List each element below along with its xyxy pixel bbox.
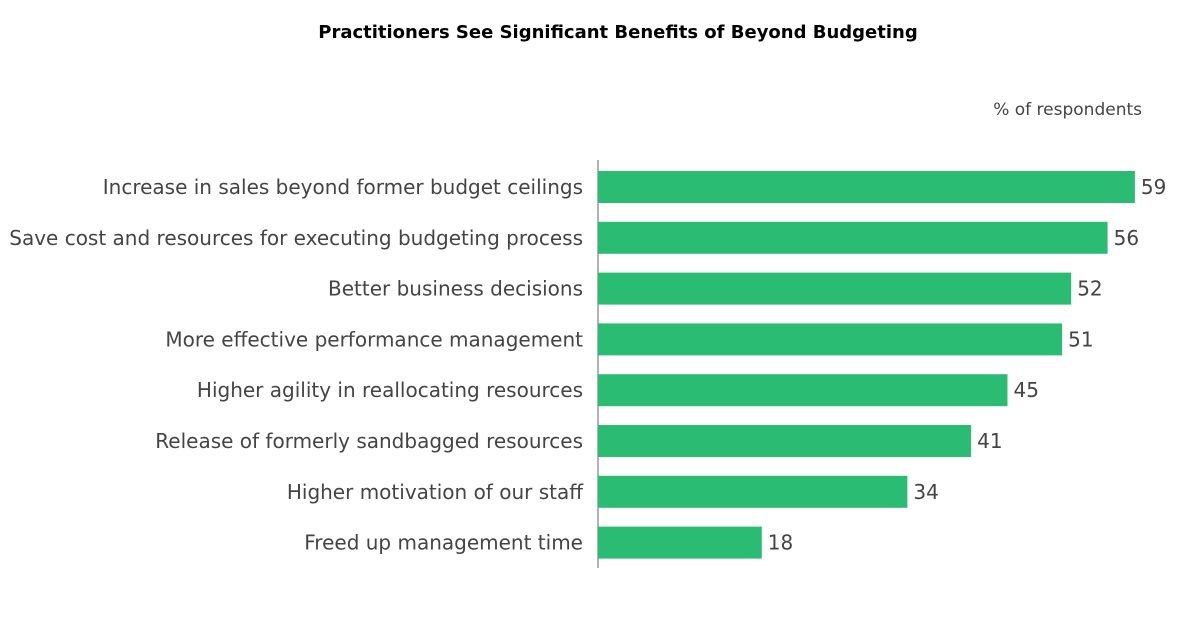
- data-label: 18: [768, 531, 793, 555]
- category-label: Release of formerly sandbagged resources: [155, 429, 583, 453]
- category-label: Save cost and resources for executing bu…: [9, 226, 583, 250]
- data-label: 51: [1068, 327, 1093, 351]
- bar: [598, 272, 1072, 305]
- data-label: 56: [1114, 226, 1139, 250]
- data-label: 41: [977, 429, 1002, 453]
- data-label: 59: [1141, 175, 1166, 199]
- category-label: Higher motivation of our staff: [287, 480, 584, 504]
- unit-label: % of respondents: [993, 100, 1142, 120]
- category-label: More effective performance management: [165, 327, 583, 351]
- category-label: Better business decisions: [328, 277, 583, 301]
- category-label: Increase in sales beyond former budget c…: [103, 175, 583, 199]
- bar: [598, 171, 1135, 203]
- bar: [598, 221, 1108, 254]
- bar: [598, 475, 908, 508]
- category-label: Higher agility in reallocating resources: [197, 378, 583, 402]
- category-label: Freed up management time: [304, 531, 583, 555]
- data-label: 52: [1077, 277, 1102, 301]
- bar: [598, 374, 1008, 407]
- bar: [598, 425, 972, 457]
- bar: [598, 323, 1063, 356]
- bar: [598, 526, 762, 559]
- data-label: 34: [913, 480, 938, 504]
- chart-title: Practitioners See Significant Benefits o…: [318, 22, 918, 43]
- data-label: 45: [1014, 378, 1039, 402]
